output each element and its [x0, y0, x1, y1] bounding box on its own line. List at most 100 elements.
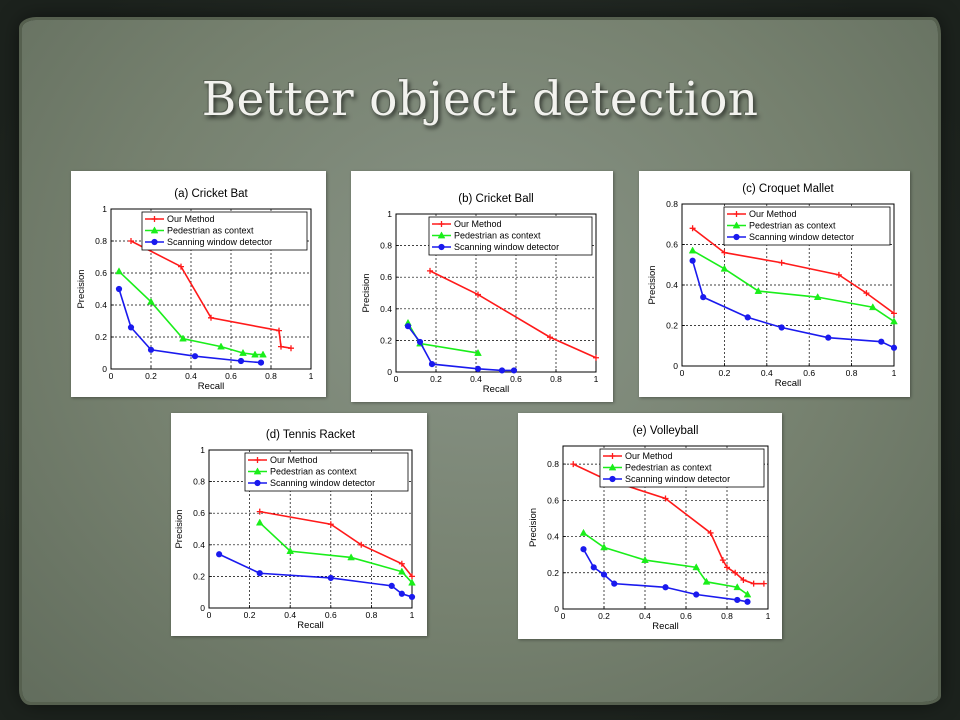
- series-scanning-window-detector: [580, 546, 751, 605]
- data-point: [408, 578, 416, 586]
- data-point: [147, 346, 155, 353]
- data-point: [115, 267, 123, 275]
- chart-panel-cricket-ball: (b) Cricket Ball 0 0.2 0.4 0.6 0.8 1 0 0.2 0.4 0.6…: [351, 171, 613, 402]
- series-pedestrian-as-context: [115, 267, 267, 358]
- data-point: [878, 338, 885, 345]
- data-point: [237, 357, 245, 365]
- chart-legend: Our Method Pedestrian as contextScanning …: [141, 211, 308, 251]
- y-tick-label: 0: [387, 367, 392, 377]
- y-tick-label: 0.6: [95, 268, 107, 278]
- data-point: [498, 367, 506, 374]
- x-tick-label: 0.8: [365, 610, 377, 620]
- data-point: [863, 290, 870, 297]
- x-tick-label: 0: [207, 610, 212, 620]
- chart-title: (c) Croquet Mallet: [742, 183, 834, 195]
- y-tick-label: 0.8: [193, 477, 205, 487]
- legend-label: Scanning window detector: [749, 232, 854, 242]
- x-tick-label: 0.4: [470, 374, 482, 384]
- legend-swatch-marker: [609, 453, 616, 459]
- chart-title: (b) Cricket Ball: [458, 193, 533, 205]
- legend-swatch-marker: [733, 211, 740, 217]
- data-point: [778, 259, 785, 266]
- data-point: [891, 310, 897, 317]
- y-axis-label: Precision: [528, 508, 539, 547]
- x-tick-label: 0.8: [265, 371, 277, 381]
- data-point: [760, 580, 767, 587]
- legend-swatch-marker: [254, 479, 261, 487]
- series-line: [692, 249, 895, 323]
- data-point: [510, 367, 518, 374]
- y-axis-label: Precision: [361, 273, 372, 312]
- x-tick-label: 0.4: [639, 611, 651, 621]
- legend-box: [141, 211, 308, 251]
- data-point: [191, 353, 199, 360]
- data-point: [744, 598, 751, 605]
- series-our-method: [128, 238, 294, 352]
- y-tick-label: 0.2: [380, 335, 392, 345]
- y-tick-label: 0.6: [380, 272, 392, 282]
- data-point: [358, 541, 365, 548]
- legend-label: Pedestrian as context: [454, 231, 541, 241]
- data-point: [890, 344, 898, 351]
- data-point: [590, 564, 597, 571]
- data-point: [593, 354, 599, 361]
- chart-panel-croquet-mallet: (c) Croquet Mallet 0 0.2 0.4 0.6 0.8 1 0 0.2 0.4 0…: [639, 171, 910, 397]
- legend-label: Pedestrian as context: [749, 221, 836, 231]
- series-scanning-window-detector: [404, 323, 518, 374]
- data-point: [641, 555, 649, 563]
- x-axis-label: Recall: [483, 384, 509, 395]
- x-tick-label: 0: [561, 611, 566, 621]
- x-tick-label: 1: [410, 610, 415, 620]
- data-point: [416, 338, 424, 346]
- x-tick-label: 0.2: [718, 368, 730, 378]
- data-point: [600, 571, 608, 578]
- data-point: [256, 570, 263, 577]
- x-tick-label: 0.2: [145, 371, 157, 381]
- data-point: [276, 327, 282, 334]
- data-point: [689, 225, 696, 232]
- y-tick-label: 0.6: [547, 495, 559, 505]
- series-line: [259, 522, 413, 584]
- chart-legend: Our Method Pedestrian as contextScanning …: [599, 448, 765, 488]
- data-point: [547, 334, 553, 341]
- x-tick-label: 0: [680, 368, 685, 378]
- legend-swatch-marker: [151, 238, 158, 246]
- legend-swatch-marker: [254, 457, 261, 463]
- x-tick-label: 0.2: [430, 374, 442, 384]
- series-pedestrian-as-context: [688, 246, 898, 325]
- legend-label: Scanning window detector: [454, 242, 559, 252]
- legend-swatch-marker: [150, 226, 159, 234]
- y-tick-label: 0.4: [95, 300, 107, 310]
- data-point: [398, 567, 406, 575]
- x-tick-label: 1: [309, 371, 314, 381]
- y-tick-label: 1: [102, 204, 107, 214]
- data-point: [724, 564, 730, 571]
- legend-swatch-marker: [733, 233, 740, 241]
- legend-swatch-marker: [438, 221, 445, 227]
- series-scanning-window-detector: [216, 551, 416, 601]
- chart-legend: Our Method Pedestrian as contextScanning …: [244, 452, 409, 492]
- chart-svg: (d) Tennis Racket 0 0.2 0.4 0.6 0.8 1 0 0.2 0.4 0.…: [174, 429, 416, 631]
- data-point: [734, 596, 741, 604]
- y-tick-label: 0: [554, 604, 559, 614]
- plot-area: [681, 203, 895, 367]
- data-point: [611, 580, 618, 587]
- data-point: [475, 291, 481, 298]
- x-tick-label: 0.4: [761, 368, 773, 378]
- x-tick-label: 0.6: [803, 368, 815, 378]
- data-point: [404, 323, 412, 330]
- data-point: [700, 294, 707, 301]
- y-axis-label: Precision: [174, 509, 185, 548]
- y-tick-label: 0.6: [193, 508, 205, 518]
- data-point: [719, 557, 726, 564]
- data-point: [428, 361, 436, 368]
- x-tick-label: 0.8: [721, 611, 733, 621]
- legend-label: Pedestrian as context: [270, 467, 357, 477]
- data-point: [721, 249, 728, 256]
- y-tick-label: 0.8: [666, 199, 678, 209]
- x-tick-label: 0.2: [598, 611, 610, 621]
- data-point: [257, 359, 265, 366]
- data-point: [570, 461, 577, 468]
- data-point: [740, 577, 747, 584]
- series-our-method: [689, 225, 897, 317]
